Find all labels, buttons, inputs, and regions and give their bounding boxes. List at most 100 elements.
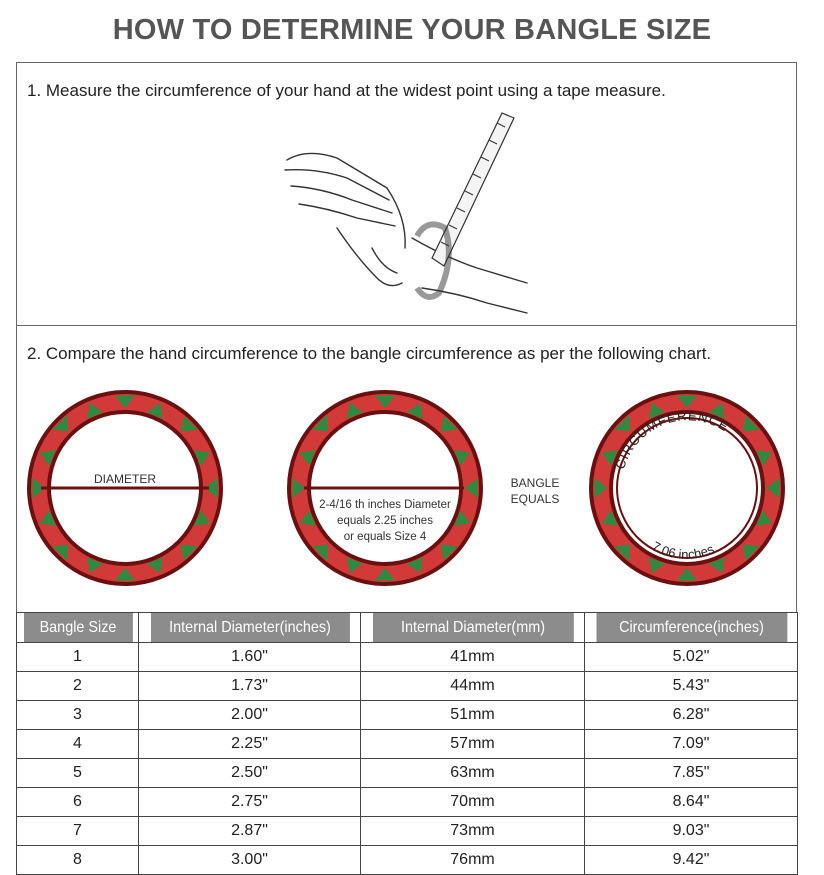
step-2-panel: 2. Compare the hand circumference to the… xyxy=(16,325,797,613)
table-cell: 1.73" xyxy=(138,671,361,701)
table-row: 8 3.00" 76mm 9.42" xyxy=(16,845,798,875)
example-line-1: 2-4/16 th inches Diameter xyxy=(319,499,451,511)
ring-triangle xyxy=(649,403,665,419)
table-row: 3 2.00" 51mm 6.28" xyxy=(16,700,798,730)
ring-triangle xyxy=(454,450,470,466)
ring-triangle xyxy=(194,450,210,466)
table-row: 1 1.60" 41mm 5.02" xyxy=(16,642,798,672)
ring-triangle xyxy=(407,557,423,573)
ring-triangle xyxy=(300,510,316,526)
ring-triangle xyxy=(300,450,316,466)
table-cell: 7.09" xyxy=(584,729,798,759)
table-cell: 9.42" xyxy=(584,845,798,875)
ring-triangle xyxy=(114,395,136,408)
ring-triangle xyxy=(743,415,760,432)
ring-triangle xyxy=(465,477,478,499)
header-diameter-mm: Internal Diameter(mm) xyxy=(371,612,574,643)
table-cell: 2.50" xyxy=(138,758,361,788)
table-cell: 6 xyxy=(16,787,139,817)
table-row: 6 2.75" 70mm 8.64" xyxy=(16,787,798,817)
table-cell: 8.64" xyxy=(584,787,798,817)
ring-triangle xyxy=(114,568,136,581)
ring-triangle xyxy=(709,403,725,419)
header-circumference: Circumference(inches) xyxy=(594,612,788,643)
ring-triangle xyxy=(374,568,396,581)
ring-triangle xyxy=(312,544,329,561)
ring-outline xyxy=(27,390,223,586)
ring-triangle xyxy=(205,477,218,499)
table-row: 4 2.25" 57mm 7.09" xyxy=(16,729,798,759)
table-cell: 7 xyxy=(16,816,139,846)
ring-triangle xyxy=(312,415,329,432)
ring-triangle xyxy=(181,415,198,432)
ring-outline xyxy=(589,390,785,586)
ring-triangle xyxy=(407,403,423,419)
table-cell: 51mm xyxy=(360,700,585,730)
table-cell: 5 xyxy=(16,758,139,788)
table-cell: 1 xyxy=(16,642,139,672)
ring-triangle xyxy=(87,557,103,573)
table-cell: 9.03" xyxy=(584,816,798,846)
table-cell: 2.87" xyxy=(138,816,361,846)
ring-triangle xyxy=(709,557,725,573)
ring-triangle xyxy=(147,403,163,419)
step-1-panel: 1. Measure the circumference of your han… xyxy=(16,62,797,326)
hand-measuring-illustration xyxy=(284,112,528,314)
ring-triangle xyxy=(649,557,665,573)
ring-triangle xyxy=(614,415,631,432)
ring-triangle xyxy=(454,510,470,526)
ring-triangle xyxy=(756,450,772,466)
ring-triangle xyxy=(441,415,458,432)
ring-triangle xyxy=(40,450,56,466)
ring-triangle xyxy=(602,510,618,526)
header-size: Bangle Size xyxy=(22,612,133,643)
step-2-text: 2. Compare the hand circumference to the… xyxy=(27,344,712,363)
ring-triangle xyxy=(52,544,69,561)
table-row: 2 1.73" 44mm 5.43" xyxy=(16,671,798,701)
ring-triangle xyxy=(292,477,305,499)
table-cell: 3.00" xyxy=(138,845,361,875)
table-cell: 57mm xyxy=(360,729,585,759)
ring-triangle xyxy=(32,477,45,499)
table-row: 5 2.50" 63mm 7.85" xyxy=(16,758,798,788)
table-cell: 2.25" xyxy=(138,729,361,759)
table-header-row: Bangle Size Internal Diameter(inches) In… xyxy=(17,612,798,643)
ring-triangle xyxy=(52,415,69,432)
bangle-size-table: Bangle Size Internal Diameter(inches) In… xyxy=(16,612,798,875)
table-cell: 5.02" xyxy=(584,642,798,672)
step-1-text: 1. Measure the circumference of your han… xyxy=(27,81,666,100)
table-cell: 4 xyxy=(16,729,139,759)
table-cell: 2.75" xyxy=(138,787,361,817)
ring-triangle xyxy=(347,403,363,419)
ring-triangle xyxy=(676,568,698,581)
diameter-label: DIAMETER xyxy=(94,472,156,486)
example-line-2: equals 2.25 inches xyxy=(337,515,433,527)
table-cell: 2 xyxy=(16,671,139,701)
table-cell: 73mm xyxy=(360,816,585,846)
tape-measure-icon xyxy=(414,112,515,300)
ring-outline xyxy=(287,390,483,586)
table-cell: 8 xyxy=(16,845,139,875)
ring-triangle xyxy=(743,544,760,561)
table-cell: 44mm xyxy=(360,671,585,701)
ring-triangle xyxy=(602,450,618,466)
ring-triangle xyxy=(441,544,458,561)
ring-triangle xyxy=(147,557,163,573)
ring-triangle xyxy=(40,510,56,526)
table-cell: 1.60" xyxy=(138,642,361,672)
page-title: HOW TO DETERMINE YOUR BANGLE SIZE xyxy=(112,14,712,46)
table-cell: 3 xyxy=(16,700,139,730)
ring-triangle xyxy=(347,557,363,573)
table-cell: 41mm xyxy=(360,642,585,672)
table-cell: 70mm xyxy=(360,787,585,817)
table-cell: 63mm xyxy=(360,758,585,788)
ring-triangle xyxy=(87,403,103,419)
ring-triangle xyxy=(594,477,607,499)
ring-outline xyxy=(609,410,765,566)
ring-triangle xyxy=(181,544,198,561)
header-diameter-inches: Internal Diameter(inches) xyxy=(149,612,350,643)
equals-line-2: EQUALS xyxy=(511,492,560,506)
table-cell: 2.00" xyxy=(138,700,361,730)
ring-triangle xyxy=(767,477,780,499)
